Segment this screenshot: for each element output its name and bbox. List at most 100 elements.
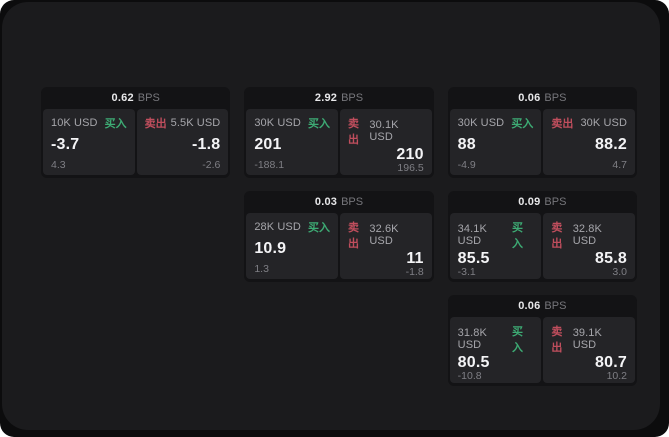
sell-delta: 10.2 (606, 370, 627, 382)
buy-price: 80.5 (457, 354, 490, 371)
quote-panels: 30K USD 买入 88 -4.9 卖出 30K USD 88.2 4.7 (449, 109, 635, 175)
buy-panel-top: 31.8K USD 买入 (458, 323, 534, 355)
buy-delta: -4.9 (457, 158, 476, 171)
quotes-board-panel: 0.62 BPS 10K USD 买入 -3.7 4.3 卖出 (2, 2, 660, 430)
quote-cards-grid: 0.62 BPS 10K USD 买入 -3.7 4.3 卖出 (41, 87, 637, 386)
buy-delta: 4.3 (51, 158, 66, 171)
buy-amount: 10K USD (51, 117, 98, 129)
buy-price: 201 (254, 136, 282, 154)
buy-delta: -10.8 (457, 370, 482, 382)
buy-price: 85.5 (457, 250, 490, 267)
bps-unit-label: BPS (341, 92, 364, 104)
buy-amount: 30K USD (457, 117, 505, 129)
quote-panels: 30K USD 买入 201 -188.1 卖出 30.1K USD 210 1… (246, 109, 432, 175)
spread-header: 2.92 BPS (244, 87, 433, 109)
quote-card: 0.03 BPS 28K USD 买入 10.9 1.3 卖出 (244, 191, 434, 282)
sell-price: 80.7 (595, 354, 627, 371)
spread-header: 0.62 BPS (41, 87, 230, 109)
sell-delta: 4.7 (612, 158, 627, 171)
sell-amount: 5.5K USD (170, 117, 221, 129)
sell-price: 210 (396, 146, 424, 163)
sell-panel-top: 卖出 30K USD (551, 115, 627, 131)
sell-price: 88.2 (595, 136, 627, 154)
spread-value: 0.09 (518, 196, 541, 208)
sell-amount: 32.6K USD (369, 223, 399, 247)
quote-panels: 31.8K USD 买入 80.5 -10.8 卖出 39.1K USD 80.… (449, 317, 635, 383)
sell-amount: 39.1K USD (572, 327, 602, 351)
sell-panel-top: 卖出 32.6K USD (348, 219, 424, 251)
sell-side-label: 卖出 (348, 222, 359, 250)
buy-panel-top: 30K USD 买入 (458, 115, 534, 131)
spread-value: 0.06 (518, 92, 541, 104)
spread-value: 2.92 (314, 92, 338, 104)
spread-value: 0.06 (518, 300, 541, 312)
buy-side-label: 买入 (511, 118, 534, 130)
sell-panel-top: 卖出 5.5K USD (145, 115, 221, 131)
sell-panel[interactable]: 卖出 32.8K USD 85.8 3.0 (543, 213, 635, 279)
buy-amount: 28K USD (254, 221, 301, 233)
buy-panel-top: 30K USD 买入 (254, 115, 330, 131)
bps-unit-label: BPS (544, 92, 567, 104)
buy-delta: -3.1 (457, 266, 476, 278)
quote-card: 2.92 BPS 30K USD 买入 201 -188.1 卖出 (244, 87, 434, 178)
buy-delta: 1.3 (254, 262, 269, 275)
buy-panel[interactable]: 28K USD 买入 10.9 1.3 (246, 213, 338, 279)
sell-amount: 30K USD (580, 117, 627, 129)
sell-delta: 3.0 (612, 266, 627, 278)
spread-value: 0.03 (314, 196, 338, 208)
sell-panel[interactable]: 卖出 5.5K USD -1.8 -2.6 (136, 109, 229, 175)
spread-value: 0.62 (111, 92, 134, 104)
bps-unit-label: BPS (544, 300, 567, 312)
buy-panel[interactable]: 31.8K USD 买入 80.5 -10.8 (449, 317, 542, 383)
buy-panel-top: 10K USD 买入 (51, 115, 127, 131)
sell-side-label: 卖出 (144, 118, 167, 130)
buy-panel[interactable]: 10K USD 买入 -3.7 4.3 (43, 109, 135, 175)
sell-side-label: 卖出 (551, 118, 574, 130)
bps-unit-label: BPS (341, 196, 364, 208)
sell-panel[interactable]: 卖出 39.1K USD 80.7 10.2 (543, 317, 635, 383)
sell-side-label: 卖出 (348, 118, 359, 146)
buy-price: -3.7 (51, 136, 80, 154)
buy-side-label: 买入 (104, 118, 127, 130)
buy-panel-top: 34.1K USD 买入 (458, 219, 534, 251)
quote-card: 0.06 BPS 30K USD 买入 88 -4.9 卖出 (447, 87, 637, 178)
quote-card: 0.62 BPS 10K USD 买入 -3.7 4.3 卖出 (41, 87, 231, 178)
sell-delta: 196.5 (397, 162, 424, 174)
buy-panel[interactable]: 30K USD 买入 88 -4.9 (449, 109, 542, 175)
sell-amount: 30.1K USD (369, 119, 399, 143)
sell-panel[interactable]: 卖出 30.1K USD 210 196.5 (340, 109, 432, 175)
quote-card: 0.06 BPS 31.8K USD 买入 80.5 -10.8 卖 (447, 295, 637, 386)
sell-price: -1.8 (191, 136, 221, 154)
buy-side-label: 买入 (308, 222, 330, 234)
buy-amount: 34.1K USD (457, 223, 487, 247)
buy-side-label: 买入 (511, 326, 523, 354)
quote-panels: 10K USD 买入 -3.7 4.3 卖出 5.5K USD -1.8 -2.… (43, 109, 229, 175)
buy-amount: 30K USD (254, 117, 301, 129)
buy-price: 10.9 (254, 240, 287, 258)
sell-panel-top: 卖出 32.8K USD (551, 219, 627, 251)
quote-panels: 34.1K USD 买入 85.5 -3.1 卖出 32.8K USD 85.8… (449, 213, 635, 279)
sell-delta: -2.6 (202, 158, 221, 171)
sell-side-label: 卖出 (551, 222, 563, 250)
buy-panel[interactable]: 30K USD 买入 201 -188.1 (246, 109, 338, 175)
buy-panel-top: 28K USD 买入 (254, 219, 330, 235)
sell-delta: -1.8 (405, 266, 424, 278)
buy-delta: -188.1 (254, 158, 285, 171)
spread-header: 0.09 BPS (448, 191, 637, 213)
buy-side-label: 买入 (511, 222, 523, 250)
sell-panel[interactable]: 卖出 32.6K USD 11 -1.8 (340, 213, 432, 279)
buy-side-label: 买入 (308, 118, 330, 130)
buy-price: 88 (457, 136, 476, 154)
sell-side-label: 卖出 (551, 326, 563, 354)
spread-header: 0.06 BPS (448, 87, 637, 109)
quote-card: 0.09 BPS 34.1K USD 买入 85.5 -3.1 卖出 (447, 191, 637, 282)
spread-header: 0.06 BPS (448, 295, 637, 317)
sell-price: 85.8 (595, 250, 627, 267)
sell-price: 11 (406, 250, 424, 267)
bps-unit-label: BPS (137, 92, 160, 104)
sell-panel[interactable]: 卖出 30K USD 88.2 4.7 (543, 109, 635, 175)
buy-panel[interactable]: 34.1K USD 买入 85.5 -3.1 (449, 213, 542, 279)
sell-panel-top: 卖出 39.1K USD (551, 323, 627, 355)
sell-amount: 32.8K USD (572, 223, 602, 247)
